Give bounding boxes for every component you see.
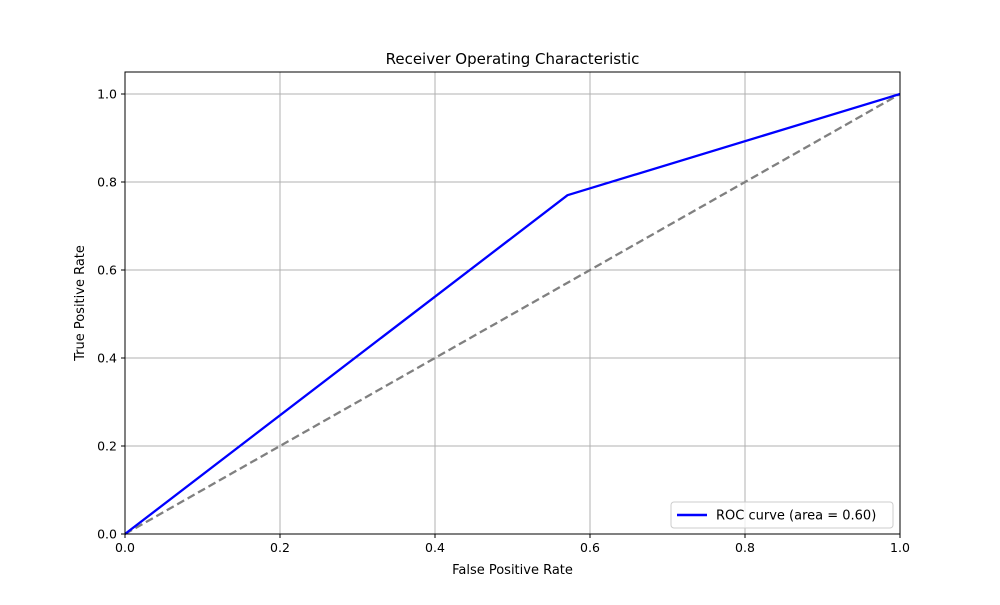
x-tick-label: 0.2 bbox=[270, 540, 290, 555]
plot-area bbox=[124, 92, 901, 536]
y-tick-label: 1.0 bbox=[97, 87, 117, 102]
y-tick-label: 0.0 bbox=[97, 527, 117, 542]
x-tick-label: 0.0 bbox=[115, 540, 135, 555]
y-axis-label: True Positive Rate bbox=[73, 245, 88, 362]
legend-label-roc: ROC curve (area = 0.60) bbox=[716, 509, 876, 524]
ticks: 0.0 0.2 0.4 0.6 0.8 1.0 0.0 0.2 0.4 0.6 0.8 1.0 bbox=[97, 87, 910, 556]
series-line-roc-curve bbox=[124, 92, 901, 535]
x-axis-label: False Positive Rate bbox=[452, 563, 573, 578]
x-tick-label: 1.0 bbox=[890, 540, 910, 555]
y-tick-label: 0.8 bbox=[97, 175, 117, 190]
y-tick-label: 0.2 bbox=[97, 439, 117, 454]
x-tick-label: 0.8 bbox=[735, 540, 755, 555]
y-tick-label: 0.4 bbox=[97, 351, 117, 366]
plot-frame bbox=[124, 71, 901, 535]
x-tick-label: 0.4 bbox=[425, 540, 445, 555]
series-line-chance-diagonal bbox=[124, 92, 901, 536]
legend: ROC curve (area = 0.60) bbox=[670, 501, 894, 529]
x-tick-label: 0.6 bbox=[580, 540, 600, 555]
chart-title: Receiver Operating Characteristic bbox=[386, 50, 640, 68]
legend-box bbox=[670, 501, 894, 529]
y-tick-label: 0.6 bbox=[97, 263, 117, 278]
